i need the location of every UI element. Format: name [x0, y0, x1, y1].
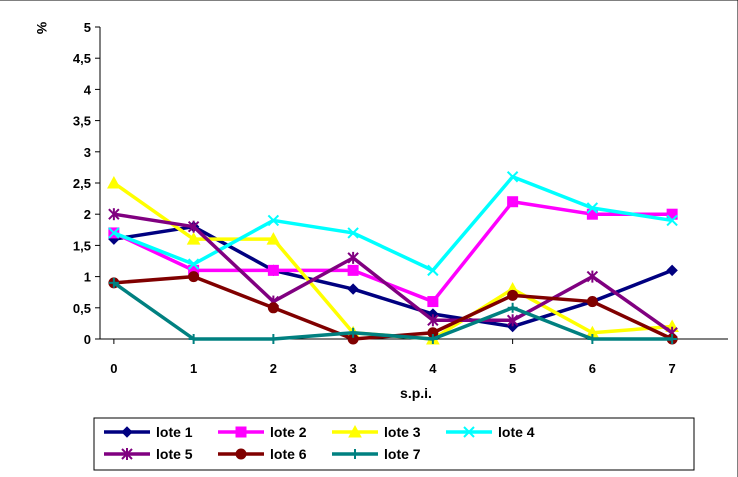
data-point — [427, 296, 439, 308]
legend-item: lote 4 — [446, 424, 535, 440]
legend-marker — [121, 426, 133, 438]
data-point — [427, 314, 439, 327]
data-point — [666, 214, 678, 227]
x-tick-label: 4 — [429, 361, 437, 376]
legend-marker — [463, 426, 475, 438]
data-point — [586, 296, 598, 308]
data-point — [188, 334, 199, 344]
x-tick-label: 6 — [589, 361, 596, 376]
series-4 — [108, 171, 678, 277]
y-axis-title: % — [34, 22, 50, 35]
data-point — [187, 258, 200, 270]
data-point — [347, 227, 359, 239]
data-point — [348, 327, 359, 338]
legend-item: lote 5 — [104, 446, 193, 462]
data-point — [107, 175, 121, 189]
data-point — [267, 214, 280, 227]
y-tick-label: 2 — [84, 207, 91, 222]
data-point — [427, 334, 438, 344]
legend-item: lote 1 — [104, 424, 193, 440]
axes: 0 0,5 1 1,5 2 2,5 3 3,5 4 4,5 5 0 1 2 3 4 5 6 7 — [73, 20, 728, 376]
legend-box — [93, 417, 695, 471]
data-point — [266, 232, 281, 245]
data-point — [586, 202, 599, 214]
x-tick-label: 7 — [669, 361, 676, 376]
data-point — [267, 264, 279, 276]
data-point — [267, 302, 279, 314]
data-point — [507, 289, 519, 301]
legend-item: lote 2 — [218, 424, 307, 440]
legend-label: lote 3 — [384, 424, 421, 440]
y-tick-label: 0,5 — [73, 301, 91, 316]
data-point — [666, 264, 678, 277]
y-tick-label: 5 — [84, 20, 91, 35]
legend: lote 1 lote 2 lote 3 lote 4 lote 5 lote 6 lote… — [93, 417, 695, 471]
legend-label: lote 5 — [156, 446, 193, 462]
x-tick-label: 0 — [110, 361, 117, 376]
data-point — [108, 208, 120, 221]
legend-label: lote 1 — [156, 424, 193, 440]
legend-item: lote 3 — [332, 424, 421, 440]
data-point — [667, 334, 678, 344]
series-line — [113, 224, 673, 329]
legend-label: lote 6 — [270, 446, 307, 462]
legend-label: lote 7 — [384, 446, 421, 462]
y-tick-label: 1,5 — [73, 238, 91, 253]
data-point — [347, 251, 359, 264]
legend-marker — [348, 424, 362, 438]
series-7 — [108, 277, 678, 344]
data-point — [108, 277, 119, 288]
data-point — [347, 283, 359, 295]
data-point — [507, 196, 519, 208]
y-tick-label: 1 — [84, 270, 91, 285]
series-line — [113, 212, 674, 335]
data-point — [186, 232, 201, 245]
legend-label: lote 4 — [498, 424, 535, 440]
data-point — [586, 270, 599, 283]
data-point — [188, 271, 200, 283]
y-tick-label: 2,5 — [73, 176, 91, 191]
y-tick-label: 4 — [84, 82, 92, 97]
data-point — [587, 334, 598, 344]
x-tick-label: 3 — [350, 361, 357, 376]
data-point — [268, 334, 279, 344]
x-tick-label: 5 — [509, 361, 516, 376]
y-tick-label: 3,5 — [73, 114, 91, 129]
legend-marker — [121, 448, 133, 460]
data-point — [347, 264, 359, 276]
legend-marker — [350, 449, 360, 459]
legend-item: lote 6 — [218, 446, 307, 462]
data-point — [108, 227, 120, 239]
series-layer — [107, 171, 679, 345]
x-tick-label: 1 — [190, 361, 197, 376]
legend-label: lote 2 — [270, 424, 307, 440]
series-line — [113, 199, 673, 304]
series-line — [113, 175, 673, 273]
data-point — [506, 314, 519, 327]
data-point — [187, 220, 200, 233]
data-point — [427, 264, 439, 277]
series-line — [112, 281, 673, 341]
y-tick-label: 0 — [84, 332, 91, 347]
series-5 — [108, 208, 678, 339]
x-axis-title: s.p.i. — [400, 385, 432, 401]
series-3 — [107, 175, 679, 345]
legend-marker — [235, 426, 247, 438]
data-point — [507, 302, 518, 313]
legend-item: lote 7 — [332, 446, 421, 462]
legend-marker — [235, 448, 247, 460]
y-tick-label: 3 — [84, 145, 91, 160]
y-tick-label: 4,5 — [73, 51, 91, 66]
x-tick-label: 2 — [270, 361, 277, 376]
data-point — [506, 171, 519, 183]
